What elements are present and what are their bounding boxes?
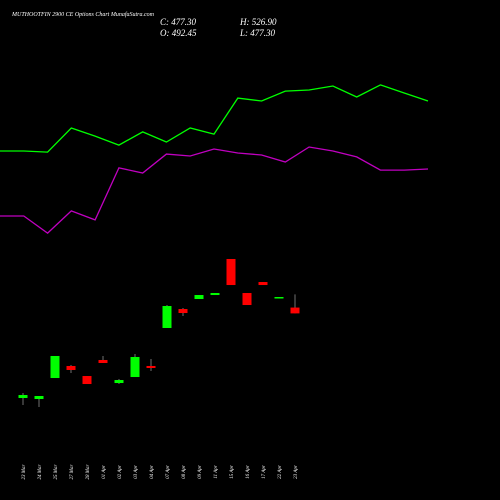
- x-tick-label: 16 Apr: [246, 465, 251, 479]
- candle-body: [162, 306, 172, 329]
- candle-body: [18, 395, 28, 399]
- line-series: [0, 84, 429, 153]
- candle-body: [178, 309, 188, 314]
- candle-body: [98, 359, 108, 363]
- x-tick-label: 04 Apr: [150, 465, 155, 479]
- line-series: [0, 146, 429, 234]
- quote-high: H: 526.90: [239, 17, 277, 27]
- x-tick-label: 17 Apr: [262, 465, 267, 479]
- x-tick-label: 23 Mar: [22, 465, 27, 480]
- x-tick-label: 15 Apr: [230, 465, 235, 479]
- x-tick-label: 27 Mar: [70, 465, 75, 480]
- chart-title: MUTHOOTFIN 2900 CE Options Chart MunafaS…: [11, 11, 155, 18]
- x-tick-label: 09 Apr: [198, 465, 203, 479]
- x-tick-label: 28 Mar: [86, 465, 91, 480]
- x-tick-label: 22 Apr: [278, 465, 283, 479]
- x-tick-label: 25 Mar: [54, 465, 59, 480]
- candle-body: [194, 295, 204, 300]
- candle-body: [66, 365, 76, 370]
- candle-body: [274, 297, 284, 299]
- x-tick-label: 23 Apr: [294, 465, 299, 479]
- candle-body: [290, 307, 300, 314]
- candle-body: [82, 376, 92, 385]
- x-tick-label: 02 Apr: [118, 465, 123, 479]
- candle-body: [114, 380, 124, 384]
- x-tick-label: 03 Apr: [134, 465, 139, 479]
- quote-low: L: 477.30: [239, 28, 276, 38]
- candle-body: [210, 293, 220, 296]
- x-tick-label: 08 Apr: [182, 465, 187, 479]
- x-tick-label: 07 Apr: [166, 465, 171, 479]
- candle-body: [146, 365, 156, 368]
- candle-body: [242, 293, 252, 306]
- quote-close: C: 477.30: [160, 17, 197, 27]
- x-tick-label: 01 Apr: [102, 465, 107, 479]
- quote-open: O: 492.45: [160, 28, 197, 38]
- x-tick-label: 24 Mar: [38, 465, 43, 480]
- x-tick-label: 11 Apr: [214, 465, 219, 478]
- candle-body: [226, 258, 236, 286]
- candle-body: [130, 356, 140, 378]
- candle-body: [50, 355, 60, 379]
- candle-body: [34, 396, 44, 400]
- candle-body: [258, 282, 268, 286]
